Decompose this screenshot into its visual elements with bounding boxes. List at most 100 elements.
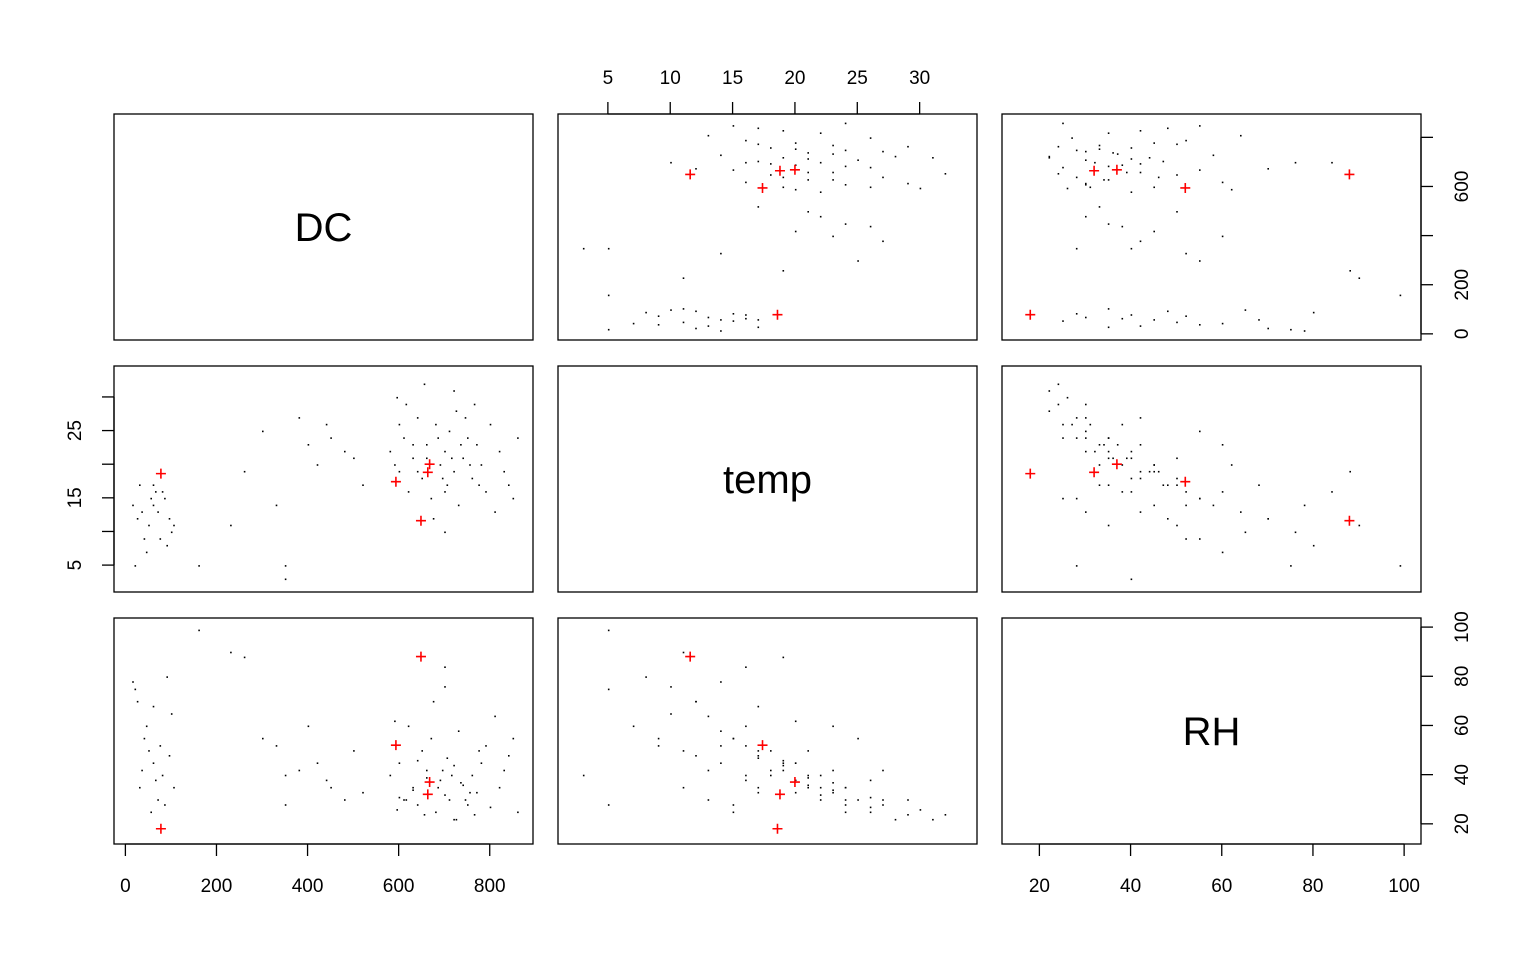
- data-point: [1230, 188, 1233, 191]
- data-point: [869, 796, 872, 799]
- data-point: [1075, 149, 1078, 152]
- data-point: [1075, 565, 1078, 567]
- data-point: [1312, 544, 1315, 547]
- data-point: [446, 757, 449, 759]
- data-point: [707, 715, 710, 718]
- data-point: [344, 450, 346, 453]
- data-point: [720, 252, 722, 255]
- data-point: [582, 247, 585, 250]
- data-point: [489, 423, 492, 426]
- data-point: [1062, 166, 1064, 169]
- data-point: [1139, 163, 1142, 165]
- data-point: [1048, 390, 1051, 392]
- data-point: [869, 811, 872, 814]
- data-point: [464, 799, 467, 801]
- data-point: [435, 811, 437, 814]
- tick-label: 200: [1452, 269, 1473, 301]
- data-point: [1107, 457, 1110, 460]
- data-point: [1085, 316, 1087, 319]
- data-point: [794, 188, 797, 191]
- data-point: [857, 799, 859, 801]
- data-point: [1212, 154, 1215, 157]
- highlighted-point: [1111, 459, 1122, 470]
- data-point: [1176, 484, 1178, 486]
- data-point: [1075, 417, 1078, 419]
- data-point: [444, 666, 446, 668]
- data-point: [944, 814, 947, 816]
- data-point: [1185, 252, 1187, 255]
- data-point: [932, 157, 934, 159]
- data-point: [1199, 430, 1201, 433]
- data-point: [473, 814, 476, 816]
- data-point: [1258, 484, 1260, 486]
- data-point: [1085, 450, 1087, 453]
- data-point: [1221, 181, 1224, 184]
- data-point: [1312, 311, 1315, 314]
- data-point: [512, 737, 515, 740]
- data-point: [607, 688, 610, 691]
- data-point: [136, 700, 139, 703]
- data-point: [1126, 171, 1128, 174]
- data-point: [437, 786, 439, 789]
- data-point: [432, 518, 435, 520]
- data-point: [657, 315, 660, 317]
- data-point: [1199, 497, 1201, 500]
- data-point: [1167, 127, 1169, 130]
- data-point: [720, 319, 722, 321]
- data-point: [645, 311, 647, 314]
- data-point: [844, 223, 847, 225]
- data-point: [782, 176, 785, 179]
- data-point: [1185, 139, 1187, 142]
- data-point: [412, 786, 414, 789]
- tick-label: 30: [909, 68, 930, 89]
- data-point: [1098, 148, 1101, 150]
- data-point: [1199, 169, 1201, 171]
- data-point: [1199, 538, 1201, 540]
- data-point: [1221, 444, 1224, 446]
- diagonal-label-temp: temp: [723, 458, 812, 502]
- data-point: [757, 750, 760, 752]
- data-point: [1107, 524, 1110, 527]
- data-point: [1153, 464, 1155, 466]
- data-point: [757, 143, 760, 146]
- data-point: [832, 144, 834, 147]
- panel-frame: [1001, 365, 1422, 593]
- data-point: [695, 700, 697, 703]
- data-point: [607, 328, 610, 331]
- data-point: [396, 396, 398, 399]
- highlighted-point: [1180, 182, 1191, 193]
- data-point: [141, 769, 143, 772]
- data-point: [1199, 125, 1201, 127]
- data-point: [732, 313, 735, 315]
- data-point: [1098, 206, 1101, 208]
- data-point: [284, 578, 287, 581]
- panel-frame: [113, 365, 534, 593]
- data-point: [439, 464, 442, 466]
- data-point: [670, 161, 672, 164]
- data-point: [1112, 152, 1114, 154]
- data-point: [882, 176, 884, 179]
- data-point: [1075, 247, 1078, 250]
- data-point: [1139, 171, 1142, 174]
- data-point: [473, 403, 476, 406]
- data-point: [1176, 211, 1178, 213]
- data-point: [416, 417, 419, 419]
- data-point: [325, 423, 328, 426]
- data-point: [441, 769, 444, 772]
- data-point: [517, 811, 519, 814]
- data-point: [907, 814, 909, 816]
- data-point: [1130, 191, 1133, 193]
- data-point: [1185, 315, 1187, 317]
- data-point: [198, 565, 200, 567]
- data-point: [1121, 317, 1124, 320]
- data-point: [794, 720, 797, 723]
- data-point: [1176, 174, 1178, 176]
- data-point: [1176, 477, 1178, 480]
- data-point: [844, 122, 847, 125]
- data-point: [1153, 319, 1155, 321]
- data-point: [394, 720, 396, 723]
- data-point: [869, 225, 872, 228]
- data-point: [398, 796, 401, 799]
- data-point: [819, 794, 822, 796]
